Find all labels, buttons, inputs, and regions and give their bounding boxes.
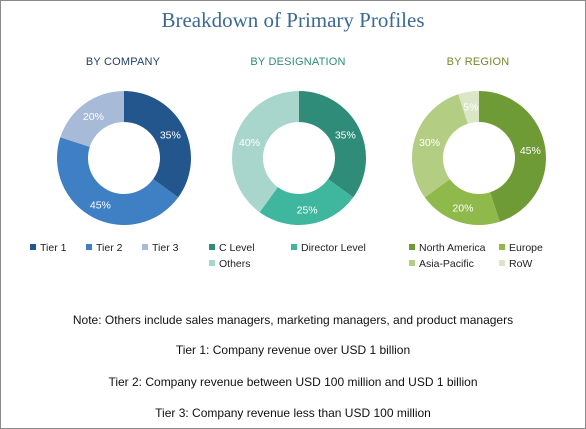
note-tier-2: Tier 2: Company revenue between USD 100 … xyxy=(108,375,478,389)
legend-swatch xyxy=(499,244,505,250)
legend-item: Tier 3 xyxy=(142,242,178,254)
slice-value-label: 35% xyxy=(335,129,356,141)
slice-row xyxy=(458,91,479,124)
legend-label: Tier 3 xyxy=(152,242,179,254)
chart-by-region: BY REGION 45% 20% 30% 5% North America Europ… xyxy=(383,54,573,284)
legend-swatch xyxy=(291,244,297,250)
slice-value-label: 40% xyxy=(239,137,260,149)
legend-item: C Level xyxy=(209,242,255,254)
legend-item: Asia-Pacific xyxy=(409,258,474,270)
legend-item: Director Level xyxy=(291,242,366,254)
slice-north-america xyxy=(479,91,546,222)
chart-by-designation: BY DESIGNATION 35% 25% 40% C Level Director… xyxy=(203,54,393,284)
legend-swatch xyxy=(209,260,215,266)
legend-swatch xyxy=(86,244,92,250)
note-others: Note: Others include sales managers, mar… xyxy=(72,313,514,327)
legend-label: Tier 2 xyxy=(96,242,123,254)
legend-item: Tier 2 xyxy=(86,242,122,254)
slice-value-label: 20% xyxy=(452,202,473,214)
legend-label: C Level xyxy=(219,242,255,254)
slice-value-label: 30% xyxy=(419,137,440,149)
legend-swatch xyxy=(409,260,415,266)
slice-c-level xyxy=(299,91,366,198)
chart-title: BY COMPANY xyxy=(85,56,161,68)
slice-tier-2 xyxy=(57,137,179,225)
donut-chart: 35% 25% 40% xyxy=(232,91,366,225)
legend-swatch xyxy=(209,244,215,250)
slice-value-label: 35% xyxy=(160,129,181,141)
legend-item: North America xyxy=(409,242,486,254)
legend-item: RoW xyxy=(499,258,532,270)
slice-director-level xyxy=(259,179,354,225)
legend-swatch xyxy=(409,244,415,250)
chart-title: BY DESIGNATION xyxy=(250,56,346,68)
legend-label: Europe xyxy=(509,242,543,254)
legend-item: Tier 1 xyxy=(30,242,66,254)
slice-tier-3 xyxy=(60,91,124,147)
slice-value-label: 25% xyxy=(297,204,318,216)
chart-title: BY REGION xyxy=(446,56,510,68)
legend-label: Others xyxy=(219,258,251,270)
slice-value-label: 45% xyxy=(520,145,541,157)
slice-europe xyxy=(424,179,500,225)
legend-label: RoW xyxy=(509,258,533,270)
slice-value-label: 20% xyxy=(83,111,104,123)
legend-label: Director Level xyxy=(301,242,366,254)
donut-chart: 45% 20% 30% 5% xyxy=(412,91,546,225)
legend-item: Europe xyxy=(499,242,543,254)
slice-tier-1 xyxy=(124,91,191,198)
figure-title: Breakdown of Primary Profiles xyxy=(161,8,425,32)
slice-others xyxy=(232,91,299,213)
donut-chart: 35% 45% 20% xyxy=(57,91,191,225)
legend-swatch xyxy=(30,244,36,250)
legend-label: Asia-Pacific xyxy=(419,258,474,270)
legend-item: Others xyxy=(209,258,251,270)
chart-by-company: BY COMPANY 35% 45% 20% Tier 1 Tier 2 Tier 3 xyxy=(28,54,218,284)
legend-swatch xyxy=(499,260,505,266)
note-tier-3: Tier 3: Company revenue less than USD 10… xyxy=(155,406,431,420)
legend-swatch xyxy=(142,244,148,250)
legend-label: North America xyxy=(419,242,486,254)
legend-label: Tier 1 xyxy=(40,242,67,254)
note-tier-1: Tier 1: Company revenue over USD 1 billi… xyxy=(175,343,411,357)
slice-value-label: 5% xyxy=(463,102,478,114)
slice-asia-pacific xyxy=(412,94,468,198)
slice-value-label: 45% xyxy=(90,199,111,211)
